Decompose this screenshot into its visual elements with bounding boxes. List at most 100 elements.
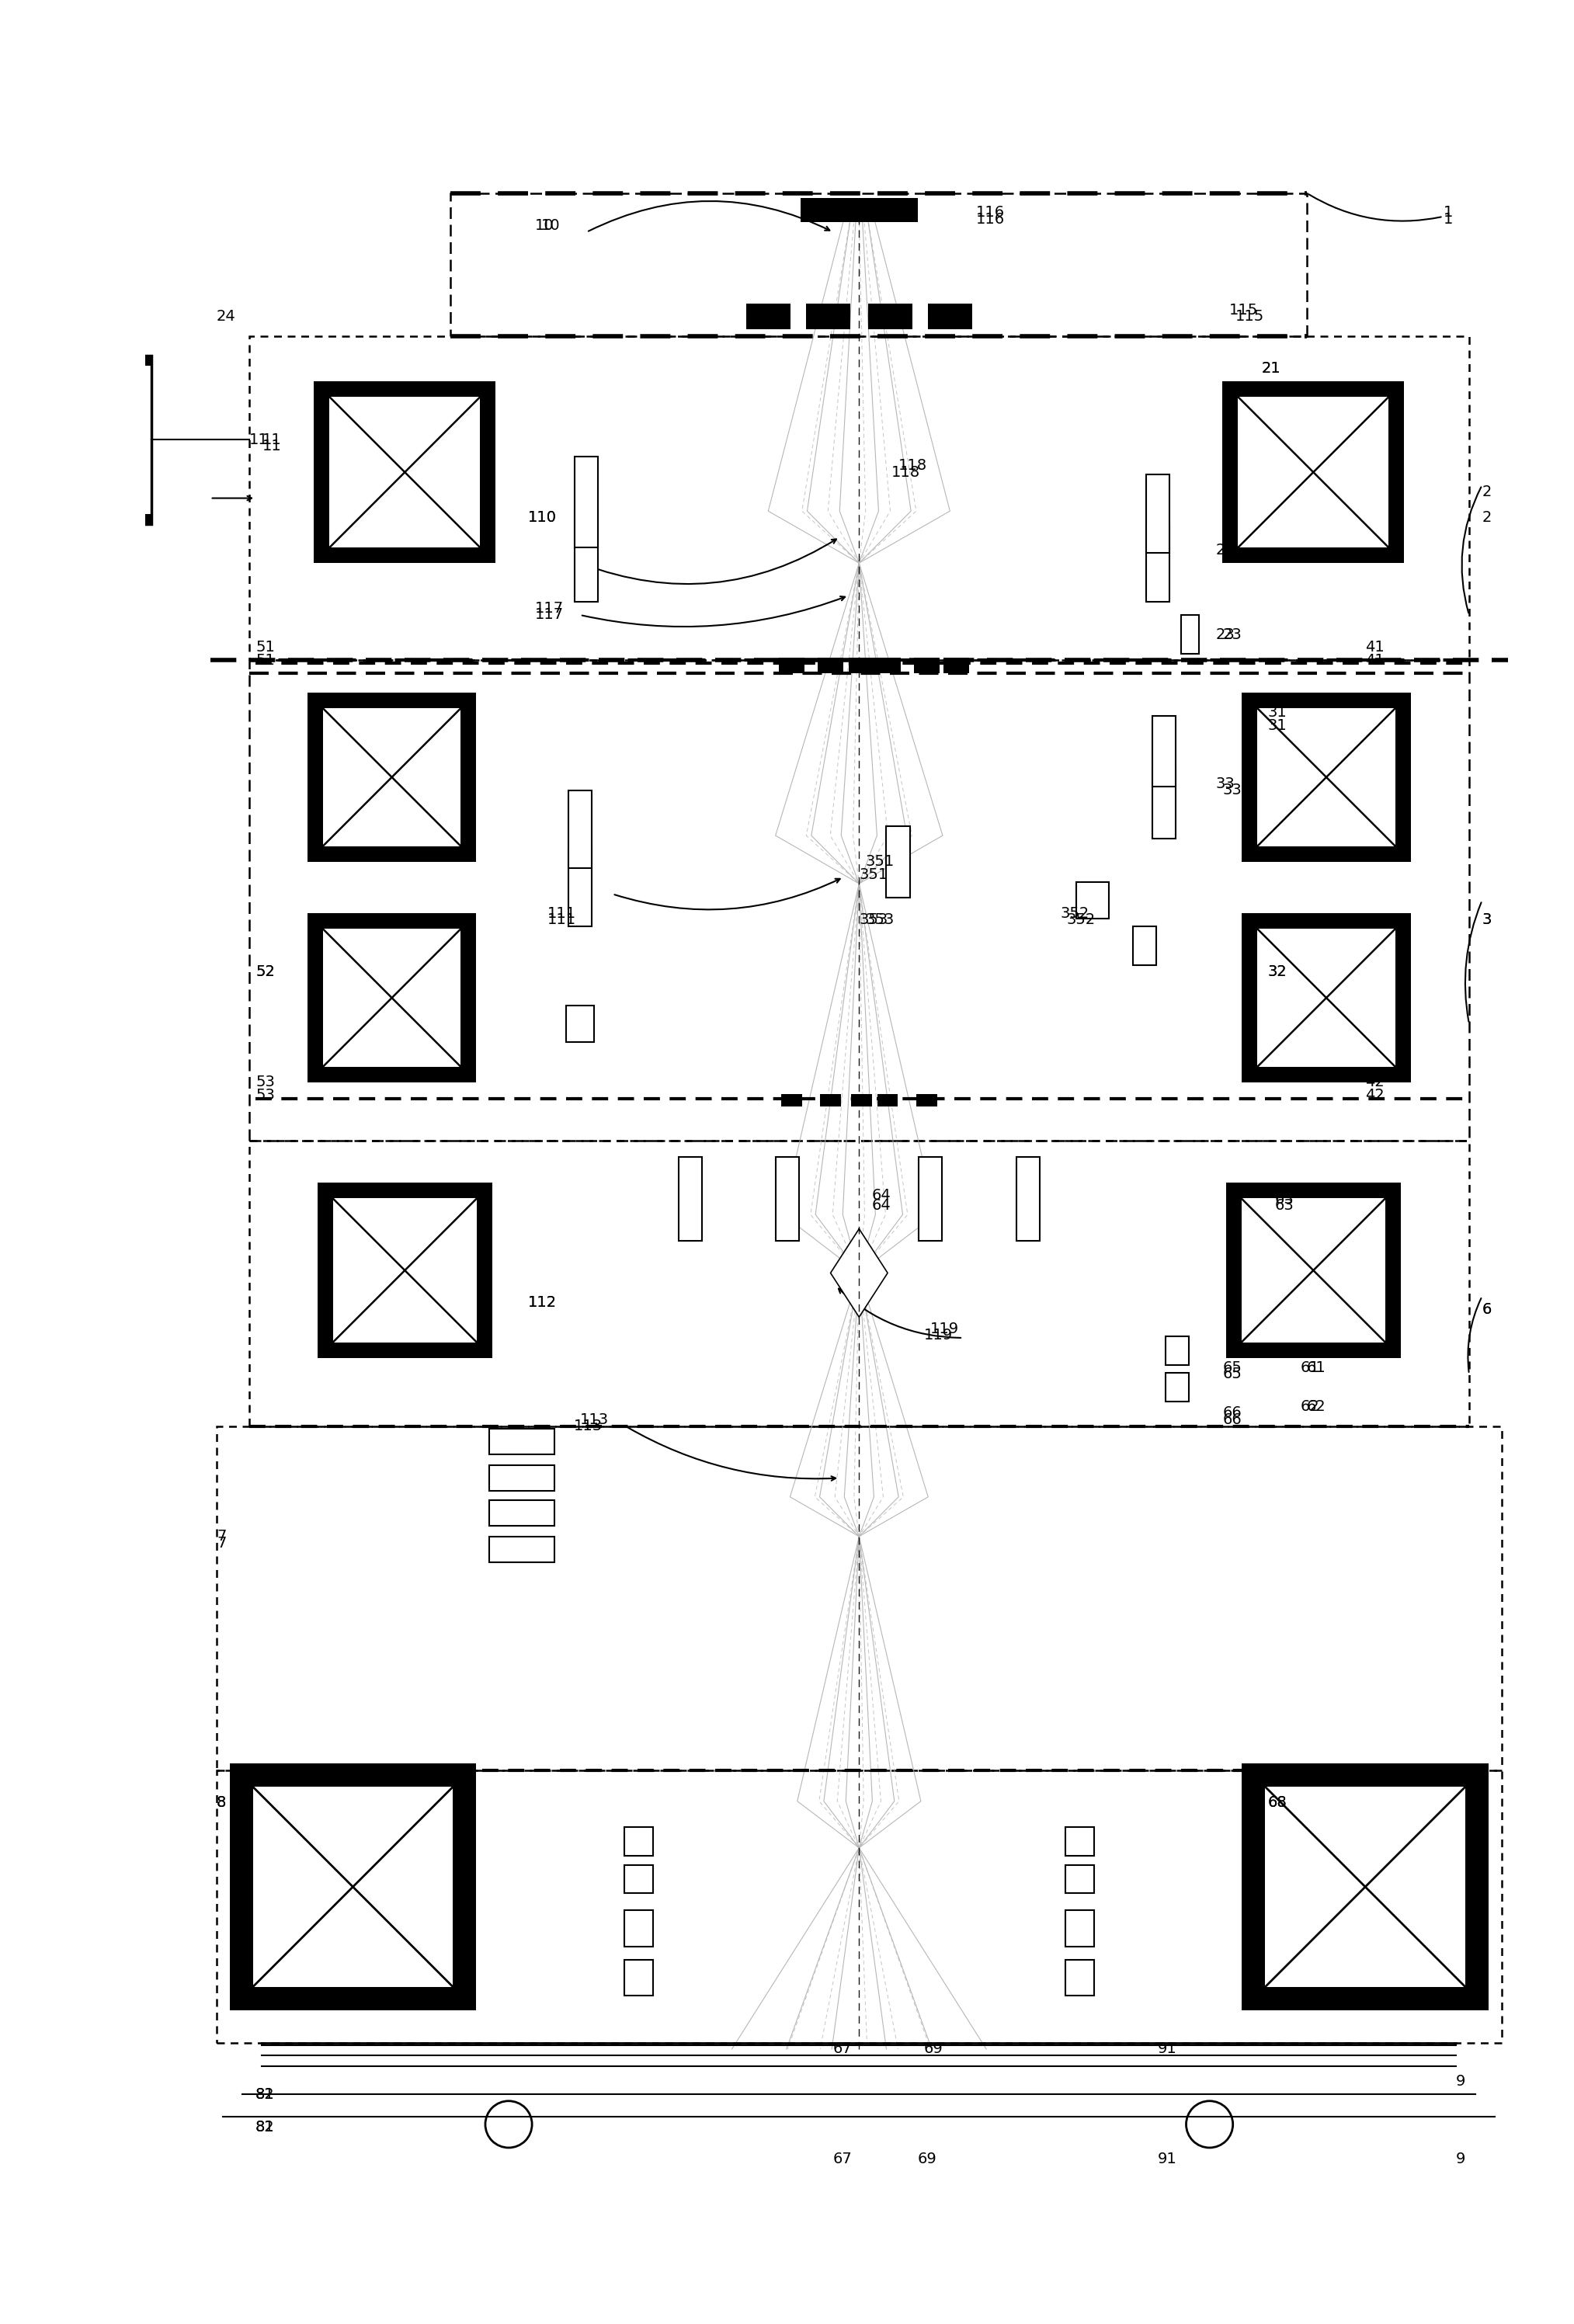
Polygon shape bbox=[831, 1229, 888, 1318]
Text: 10: 10 bbox=[541, 218, 560, 232]
Text: 110: 110 bbox=[529, 511, 557, 525]
Bar bbox=[575, 456, 598, 548]
Text: 53: 53 bbox=[255, 1074, 275, 1090]
Text: 3: 3 bbox=[1483, 913, 1492, 927]
Bar bbox=[1017, 1157, 1039, 1241]
Text: 111: 111 bbox=[548, 913, 576, 927]
Bar bbox=[1133, 927, 1157, 964]
Text: 110: 110 bbox=[529, 511, 557, 525]
Bar bbox=[0, 514, 151, 525]
Bar bbox=[323, 709, 461, 846]
Text: 1: 1 bbox=[1443, 205, 1453, 221]
Bar bbox=[1152, 767, 1176, 839]
Bar bbox=[1146, 474, 1169, 553]
Bar bbox=[779, 658, 804, 674]
Bar bbox=[230, 1764, 477, 2010]
Bar bbox=[217, 1427, 1502, 1771]
Text: 8: 8 bbox=[217, 1794, 227, 1810]
Bar bbox=[1223, 381, 1404, 562]
Text: 352: 352 bbox=[1061, 906, 1089, 920]
Text: 32: 32 bbox=[1269, 964, 1288, 978]
Bar bbox=[490, 1499, 554, 1527]
Text: 51: 51 bbox=[255, 639, 275, 655]
Bar bbox=[332, 1199, 477, 1343]
Bar bbox=[781, 1095, 803, 1106]
Text: 2: 2 bbox=[1483, 483, 1492, 500]
Text: 9: 9 bbox=[1456, 2152, 1465, 2166]
Text: 62: 62 bbox=[1306, 1399, 1325, 1413]
Bar bbox=[329, 397, 480, 548]
Bar bbox=[1265, 1787, 1465, 1987]
Bar bbox=[568, 790, 592, 869]
Text: 7: 7 bbox=[217, 1536, 227, 1550]
Bar bbox=[913, 658, 940, 674]
Text: 112: 112 bbox=[529, 1294, 557, 1311]
Bar bbox=[313, 381, 496, 562]
Text: 111: 111 bbox=[548, 906, 576, 920]
Text: 65: 65 bbox=[1223, 1367, 1242, 1380]
Text: 33: 33 bbox=[1223, 783, 1242, 797]
Text: 41: 41 bbox=[1365, 639, 1385, 655]
Text: 11: 11 bbox=[249, 432, 268, 446]
Text: 21: 21 bbox=[1261, 360, 1281, 376]
Text: 21: 21 bbox=[1261, 360, 1281, 376]
Bar bbox=[820, 1095, 841, 1106]
Text: 11: 11 bbox=[261, 439, 282, 453]
Bar bbox=[852, 1095, 872, 1106]
Circle shape bbox=[485, 2101, 532, 2147]
Text: 1: 1 bbox=[1443, 211, 1453, 225]
Bar bbox=[625, 1910, 653, 1948]
Text: 81: 81 bbox=[255, 2087, 275, 2101]
Text: 66: 66 bbox=[1223, 1406, 1242, 1420]
Bar bbox=[0, 356, 151, 525]
Bar bbox=[249, 660, 1469, 1141]
Bar bbox=[1077, 883, 1110, 918]
Text: 118: 118 bbox=[899, 458, 927, 474]
Text: 82: 82 bbox=[255, 2119, 275, 2133]
Bar bbox=[801, 198, 918, 221]
Bar bbox=[249, 337, 1469, 660]
Bar bbox=[886, 825, 910, 897]
Text: 66: 66 bbox=[1223, 1413, 1242, 1427]
Bar bbox=[848, 658, 875, 674]
Bar bbox=[307, 693, 477, 862]
Bar bbox=[1066, 1827, 1094, 1855]
Bar bbox=[1066, 1959, 1094, 1996]
Text: 7: 7 bbox=[217, 1529, 227, 1543]
Text: 52: 52 bbox=[255, 964, 275, 978]
Bar bbox=[450, 193, 1306, 337]
Text: 351: 351 bbox=[859, 867, 888, 881]
Bar bbox=[1242, 913, 1410, 1083]
Text: 33: 33 bbox=[1217, 776, 1236, 790]
Bar bbox=[490, 1429, 554, 1455]
Bar bbox=[217, 1771, 1502, 2043]
Text: 117: 117 bbox=[535, 607, 563, 623]
Bar bbox=[1258, 930, 1395, 1067]
Text: 119: 119 bbox=[924, 1327, 952, 1343]
Text: 64: 64 bbox=[872, 1188, 891, 1202]
Text: 41: 41 bbox=[1365, 653, 1385, 667]
Text: 22: 22 bbox=[1217, 544, 1236, 558]
Text: 6: 6 bbox=[1483, 1301, 1492, 1318]
Text: 65: 65 bbox=[1223, 1360, 1242, 1376]
Text: 63: 63 bbox=[1275, 1199, 1294, 1213]
Bar bbox=[565, 1006, 595, 1041]
Text: 112: 112 bbox=[529, 1294, 557, 1311]
Bar bbox=[916, 1095, 937, 1106]
Text: 2: 2 bbox=[1483, 511, 1492, 525]
Bar bbox=[625, 1827, 653, 1855]
Bar bbox=[1165, 1336, 1188, 1364]
Text: 23: 23 bbox=[1223, 627, 1242, 641]
Bar bbox=[568, 848, 592, 927]
Bar bbox=[1242, 1764, 1489, 2010]
Text: 31: 31 bbox=[1269, 718, 1288, 732]
Bar bbox=[490, 1536, 554, 1562]
Bar bbox=[1226, 1183, 1401, 1357]
Bar bbox=[0, 356, 151, 365]
Bar bbox=[575, 511, 598, 602]
Text: 31: 31 bbox=[1269, 704, 1288, 720]
Text: 51: 51 bbox=[255, 653, 275, 667]
Text: 115: 115 bbox=[1236, 309, 1264, 323]
Bar bbox=[1258, 709, 1395, 846]
Bar bbox=[943, 658, 970, 674]
